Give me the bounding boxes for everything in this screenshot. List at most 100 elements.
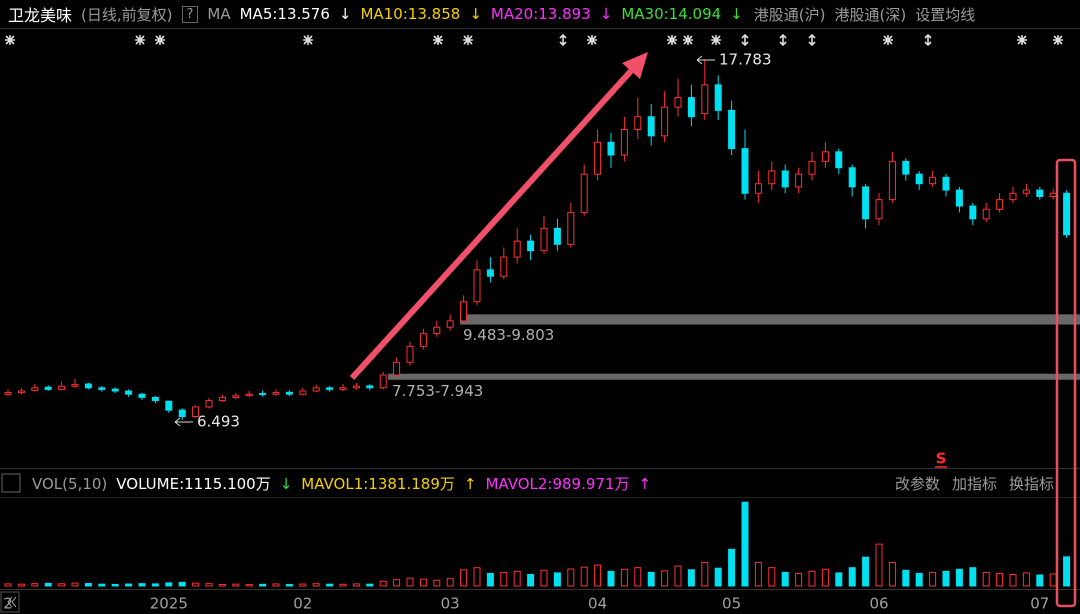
x-tick-label: 07	[1030, 595, 1049, 613]
volume-bar	[473, 567, 481, 587]
annotation-arrow	[174, 417, 193, 427]
candle-body	[875, 199, 883, 220]
volume-bar	[620, 568, 628, 587]
candle-body	[862, 186, 870, 220]
volume-bar	[1009, 573, 1017, 587]
volume-bar	[178, 581, 186, 587]
candle-body	[647, 116, 655, 137]
event-marker	[741, 33, 749, 47]
event-marker	[924, 33, 932, 47]
candle-body	[285, 391, 293, 395]
header-item: MA	[207, 5, 231, 23]
zone-label: 9.483-9.803	[463, 326, 554, 344]
volume-bar	[540, 569, 548, 587]
volume-bar	[634, 567, 642, 587]
candle-body	[540, 227, 548, 252]
header-item: MA10:13.858	[360, 5, 461, 23]
volume-bar	[835, 572, 843, 587]
panel-button[interactable]: 改参数	[894, 475, 940, 493]
event-marker	[5, 35, 15, 45]
volume-header-item: ↓	[279, 474, 293, 493]
candle-body	[768, 170, 776, 185]
event-marker	[303, 35, 313, 45]
candle-body	[594, 141, 602, 175]
volume-bar	[259, 583, 267, 587]
panel-menu[interactable]	[1, 473, 21, 493]
volume-bar	[165, 582, 173, 587]
volume-bar	[433, 579, 441, 587]
scroll-button[interactable]	[0, 591, 20, 613]
candle-body	[835, 151, 843, 169]
volume-bar	[272, 583, 280, 587]
volume-bar	[902, 569, 910, 587]
volume-bar	[674, 565, 682, 587]
volume-bar	[4, 583, 12, 587]
volume-bar	[486, 572, 494, 587]
header-item[interactable]: 港股通(深)	[834, 5, 907, 24]
candle-body	[982, 208, 990, 220]
volume-bar	[98, 583, 106, 587]
volume-bar	[419, 578, 427, 587]
volume-bar	[71, 582, 79, 587]
panel-button[interactable]: 换指标	[1008, 475, 1054, 493]
candle-body	[942, 176, 950, 191]
candle-body	[969, 205, 977, 220]
price-zone	[460, 314, 1080, 325]
x-tick-label: 03	[441, 595, 460, 613]
volume-bar	[741, 501, 749, 587]
candle-body	[580, 173, 588, 213]
volume-header: VOL(5,10) VOLUME:1115.100万 ↓ MAVOL1:1381.18…	[0, 470, 1080, 497]
volume-bar	[1063, 556, 1071, 587]
volume-bar	[647, 571, 655, 587]
header-item[interactable]: 港股通(沪)	[753, 5, 826, 24]
candle-body	[795, 173, 803, 188]
candle-body	[701, 84, 709, 115]
volume-header-item: MAVOL1:1381.189万	[301, 475, 455, 493]
panel-button[interactable]: 加指标	[951, 475, 997, 493]
candle-body	[929, 176, 937, 185]
candle-body	[44, 386, 52, 390]
volume-bar	[58, 583, 66, 587]
volume-bar	[996, 572, 1004, 587]
volume-bar	[446, 578, 454, 587]
candle-body	[1022, 189, 1030, 194]
event-marker	[587, 35, 597, 45]
volume-header-item: VOLUME:1115.100万	[116, 475, 271, 493]
volume-bar	[339, 583, 347, 587]
candle-body	[192, 406, 200, 418]
volume-bar	[218, 583, 226, 587]
x-tick-label: 04	[588, 595, 607, 613]
candle-body	[218, 396, 226, 402]
event-marker	[883, 35, 893, 45]
candle-body	[245, 393, 253, 396]
candle-body	[915, 173, 923, 185]
scroll-icon	[7, 596, 17, 608]
x-tick-label: 05	[722, 595, 741, 613]
header-item: ?	[181, 5, 199, 23]
event-marker	[683, 35, 693, 45]
volume-bar	[714, 567, 722, 587]
x-tick-label: 2025	[150, 595, 188, 613]
volume-bar	[875, 543, 883, 587]
volume-bar	[915, 572, 923, 587]
candle-body	[433, 326, 441, 335]
price-zone	[388, 373, 1080, 380]
volume-bar	[312, 583, 320, 587]
candle-body	[714, 84, 722, 111]
event-marker	[155, 35, 165, 45]
candle-body	[58, 385, 66, 390]
candle-body	[821, 151, 829, 162]
event-flag: S	[936, 450, 947, 468]
volume-bar	[929, 571, 937, 587]
volume-bar	[460, 569, 468, 587]
candle-body	[205, 400, 213, 408]
x-tick-label: 02	[293, 595, 312, 613]
arrow-head	[622, 52, 648, 79]
volume-bar	[379, 580, 387, 587]
volume-bar	[299, 583, 307, 587]
header-item[interactable]: 设置均线	[915, 5, 976, 24]
panel-buttons: 改参数 加指标 换指标	[895, 473, 1080, 494]
candle-body	[393, 361, 401, 376]
candle-body	[299, 390, 307, 395]
volume-header-item: MAVOL2:989.971万	[485, 475, 630, 493]
